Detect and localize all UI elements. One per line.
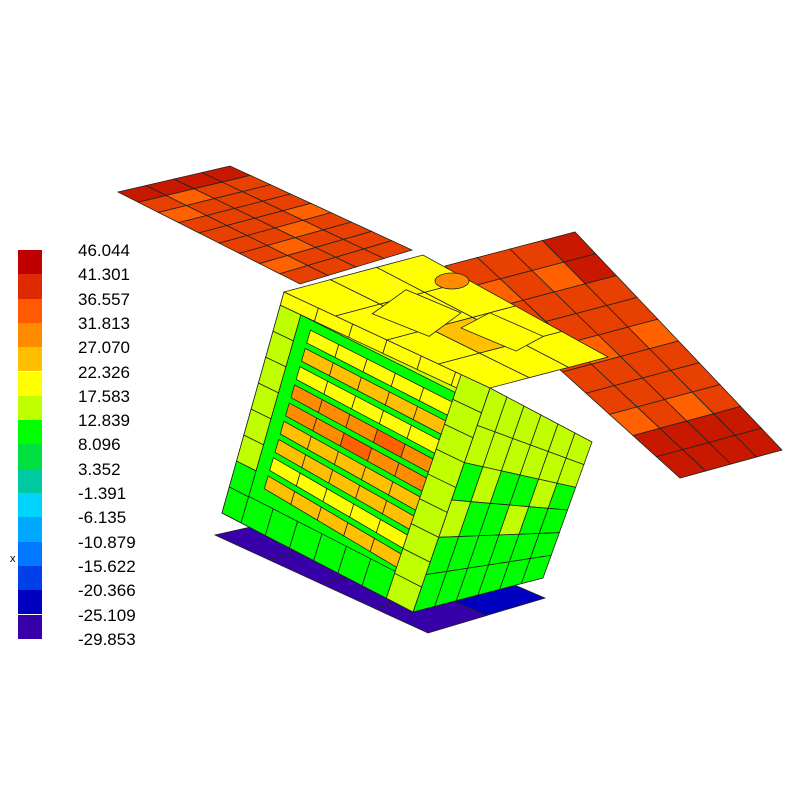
legend-label: 46.044: [78, 241, 130, 260]
legend-band: [18, 590, 42, 615]
legend-band: [18, 444, 42, 469]
top-face-component: [460, 312, 545, 352]
legend-band: [18, 274, 42, 299]
legend-band: [18, 541, 42, 566]
legend-label: -6.135: [78, 508, 127, 528]
legend-label: -15.622: [78, 556, 136, 576]
legend-label: 22.326: [78, 362, 130, 382]
legend-band: [18, 371, 42, 396]
legend-band: [18, 517, 42, 542]
legend-label: 8.096: [78, 435, 121, 455]
legend-band: [18, 347, 42, 372]
antenna-disk: [434, 272, 470, 290]
right-solar-panel-cell: [734, 427, 783, 458]
legend-band: [18, 250, 42, 275]
legend-label: 17.583: [78, 386, 130, 406]
legend-label: 31.813: [78, 313, 130, 333]
top-face-cell: [519, 331, 610, 368]
legend-band: [18, 322, 42, 348]
legend-label: 12.839: [78, 411, 130, 431]
legend-label: -1.391: [78, 484, 127, 503]
legend-band: [18, 395, 42, 421]
legend-band: [18, 420, 42, 445]
right-face-cell: [520, 554, 552, 585]
legend-band: [18, 493, 42, 518]
legend-label: -25.109: [78, 605, 136, 625]
left-solar-panel-cell: [362, 240, 414, 259]
legend-label: 3.352: [78, 459, 121, 479]
axis-label: x: [10, 553, 16, 565]
legend-label: 27.070: [78, 338, 130, 358]
legend-band: [18, 565, 42, 591]
legend-label: 36.557: [78, 289, 130, 309]
legend-band: [18, 614, 42, 639]
top-face-component: [371, 289, 462, 337]
legend-label: -10.879: [78, 532, 136, 552]
legend-label: -20.366: [78, 581, 136, 601]
front-frame-bottom-cell: [361, 558, 396, 599]
legend-band: [18, 468, 42, 493]
legend-band: [18, 298, 42, 323]
legend-label: 41.301: [78, 265, 130, 285]
legend-label: -29.853: [78, 629, 136, 649]
